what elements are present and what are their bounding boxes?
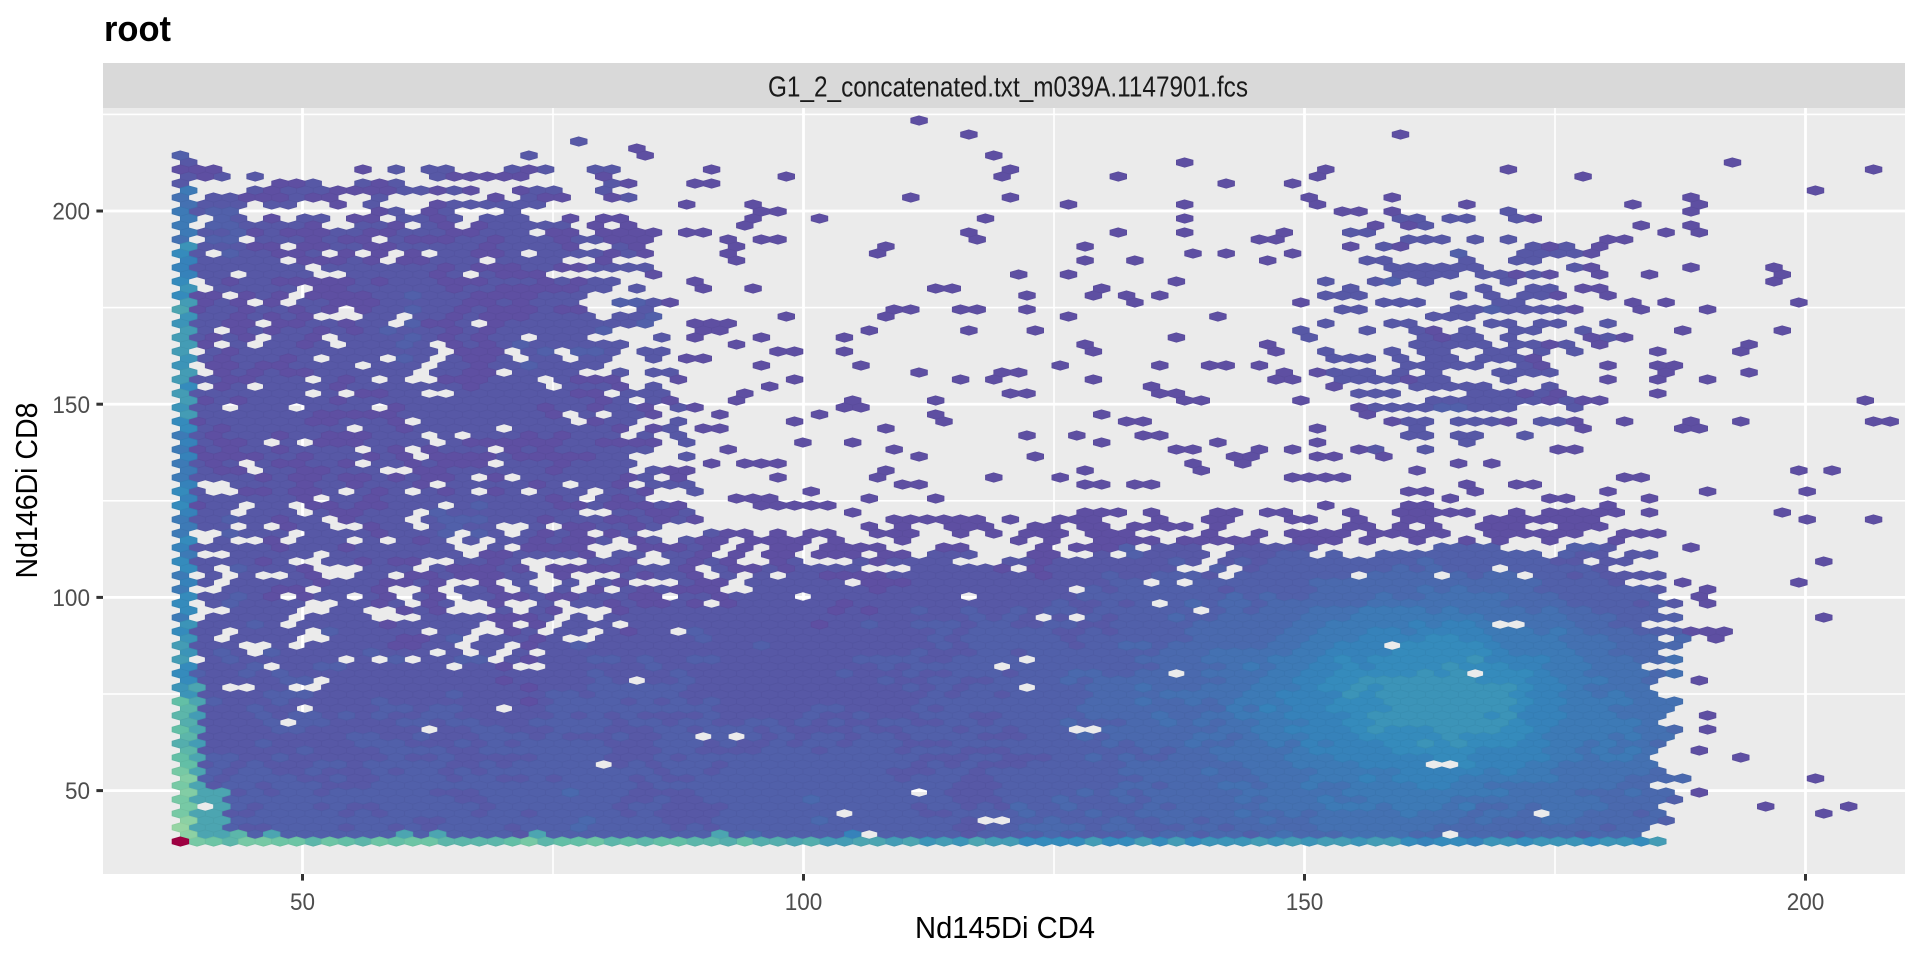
svg-text:150: 150 bbox=[1286, 889, 1324, 916]
svg-text:150: 150 bbox=[52, 392, 90, 419]
svg-text:50: 50 bbox=[290, 889, 315, 916]
svg-text:Nd146Di CD8: Nd146Di CD8 bbox=[9, 403, 44, 579]
svg-text:100: 100 bbox=[785, 889, 823, 916]
svg-text:root: root bbox=[104, 8, 171, 49]
svg-text:G1_2_concatenated.txt_m039A.11: G1_2_concatenated.txt_m039A.1147901.fcs bbox=[768, 72, 1248, 104]
svg-text:200: 200 bbox=[52, 199, 90, 226]
svg-text:50: 50 bbox=[65, 778, 90, 805]
svg-text:200: 200 bbox=[1787, 889, 1825, 916]
svg-text:Nd145Di CD4: Nd145Di CD4 bbox=[915, 910, 1095, 945]
svg-text:100: 100 bbox=[52, 585, 90, 612]
